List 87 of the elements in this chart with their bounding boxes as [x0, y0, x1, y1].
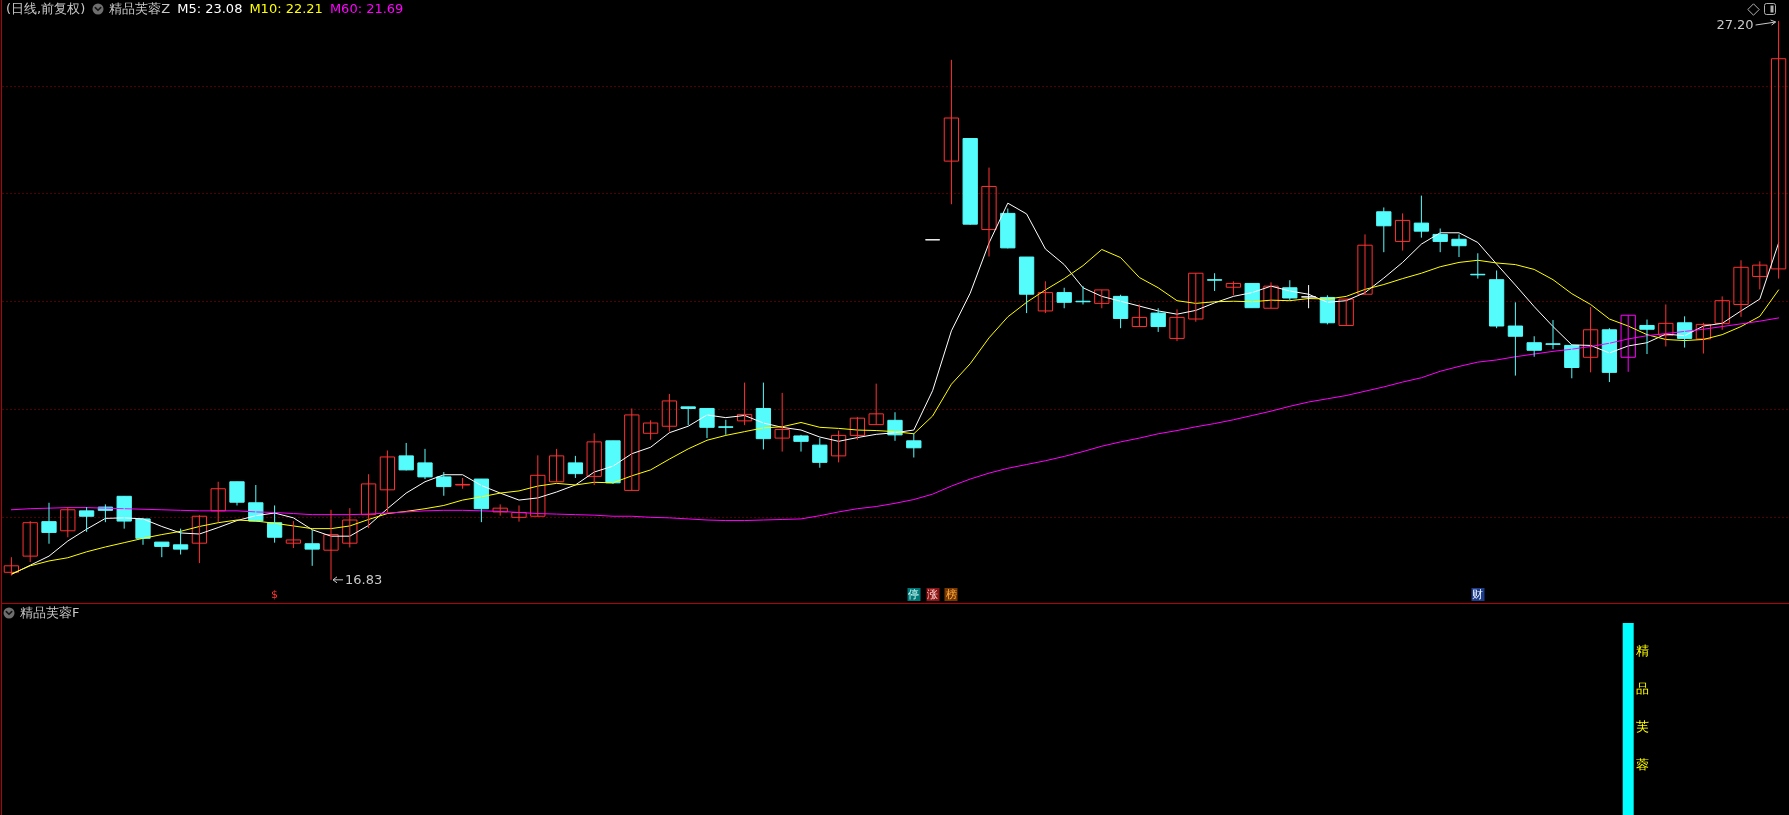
- annotation: 涨: [926, 588, 940, 601]
- chart-subtitle: 精品芙蓉Z: [109, 1, 171, 17]
- candlestick: [3, 556, 20, 577]
- candlestick: [492, 503, 508, 517]
- annotation: 16.83: [345, 571, 383, 587]
- candlestick: [943, 59, 960, 205]
- candlestick: [1338, 298, 1354, 326]
- candlestick: [1150, 307, 1166, 333]
- candlestick: [661, 393, 678, 433]
- candlestick: [154, 541, 170, 558]
- candlestick: [642, 419, 659, 441]
- candlestick: [680, 406, 696, 426]
- candlestick: [1000, 208, 1016, 249]
- candlestick: [229, 481, 245, 506]
- candlestick: [624, 407, 640, 491]
- candlestick: [1263, 281, 1279, 309]
- candlestick: [1094, 289, 1110, 309]
- candlestick: [78, 506, 95, 533]
- candlestick: [962, 137, 978, 226]
- candlestick: [1432, 227, 1448, 253]
- candlestick: [1582, 306, 1599, 373]
- candlestick: [210, 481, 226, 523]
- candlestick: [981, 167, 997, 257]
- candlestick: [548, 448, 565, 483]
- candlestick: [774, 392, 790, 453]
- candlestick: [812, 437, 828, 469]
- candlestick: [1037, 280, 1054, 314]
- candlestick: [868, 383, 884, 426]
- candlestick: [1131, 303, 1148, 328]
- candlestick: [1695, 322, 1712, 354]
- text: M5: 23.08: [177, 1, 243, 17]
- annotation: 财: [1471, 588, 1485, 601]
- candlestick: [586, 432, 602, 486]
- annotation: 榜: [944, 588, 958, 601]
- candlestick: [1018, 256, 1035, 314]
- candlestick: [736, 382, 753, 426]
- candlestick: [360, 473, 377, 529]
- candlestick: [398, 442, 414, 471]
- candlestick: [1225, 280, 1242, 296]
- candlestick: [906, 432, 922, 458]
- candlestick: [1357, 233, 1373, 295]
- candlestick: [1564, 344, 1580, 379]
- candlestick: [1413, 195, 1430, 239]
- candlestick: [1733, 259, 1749, 318]
- text: 精品芙蓉: [1635, 643, 1649, 772]
- candlestick: [417, 448, 433, 480]
- candlestick: [436, 471, 452, 497]
- candlestick: [1244, 282, 1260, 309]
- candlestick: [1526, 335, 1542, 358]
- candlestick: [1188, 272, 1204, 323]
- candlestick: [1658, 303, 1674, 347]
- candlestick: [1752, 260, 1768, 290]
- candlestick: [530, 454, 546, 517]
- candlestick: [454, 477, 471, 490]
- candlestick: [1394, 212, 1411, 252]
- candlestick: [567, 455, 584, 479]
- annotation: $: [270, 588, 280, 601]
- candlestick: [1376, 206, 1392, 253]
- candlestick: [1206, 272, 1223, 292]
- candlestick: [793, 434, 809, 453]
- candlestick: [191, 514, 208, 564]
- annotation: 27.20: [1716, 17, 1754, 33]
- candlestick: [304, 529, 320, 567]
- candlestick: [1488, 270, 1505, 329]
- chart-title: (日线,前复权): [6, 1, 86, 17]
- candlestick: [511, 504, 527, 523]
- candlestick: [1056, 287, 1072, 309]
- candlestick: [60, 506, 76, 538]
- candlestick: [1545, 319, 1561, 350]
- candlestick: [1639, 319, 1655, 355]
- candlestick: [1507, 301, 1524, 377]
- candlestick: [1714, 295, 1730, 331]
- text: M60: 21.69: [329, 1, 404, 17]
- text: M10: 22.21: [249, 1, 323, 17]
- candlestick: [379, 450, 396, 513]
- candlestick: [22, 520, 38, 563]
- candlestick: [718, 419, 734, 436]
- candlestick: [172, 528, 189, 555]
- candlestick: [1169, 308, 1185, 342]
- chart-title: 精品芙蓉F: [20, 605, 80, 621]
- candlestick: [285, 520, 302, 549]
- candlestick: [41, 502, 57, 545]
- annotation: 停: [907, 588, 921, 601]
- candlestick: [1300, 284, 1317, 309]
- candlestick: [342, 507, 358, 548]
- candlestick: [830, 430, 847, 463]
- candlestick: [849, 416, 866, 441]
